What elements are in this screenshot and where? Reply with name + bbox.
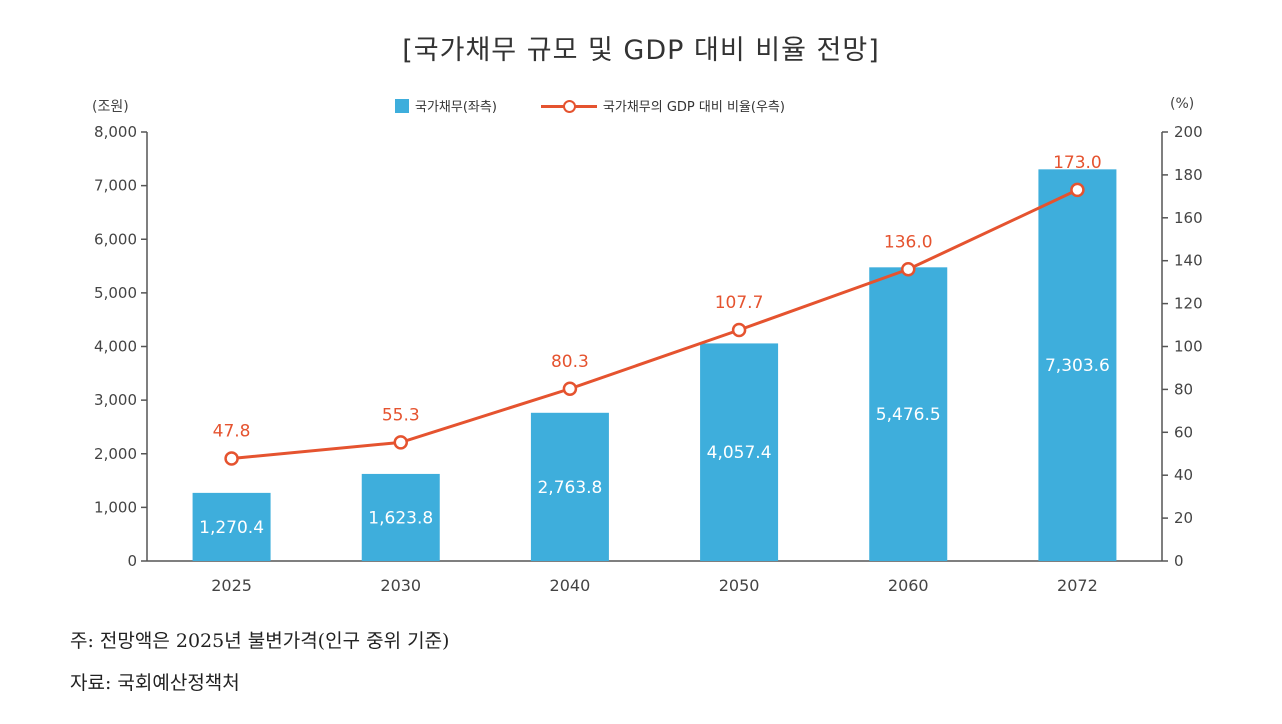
legend-bar-swatch — [395, 98, 409, 113]
legend-line-label: 국가채무의 GDP 대비 비율(우측) — [602, 100, 785, 115]
right-axis-tick-label: 60 — [1174, 423, 1193, 441]
bar — [192, 492, 271, 561]
bar-data-label: 1,270.4 — [199, 518, 264, 538]
ratio-point — [901, 262, 916, 277]
x-axis-tick-label: 2072 — [1057, 576, 1098, 595]
ratio-data-label: 80.3 — [551, 352, 589, 372]
x-axis-tick-label: 2060 — [888, 576, 929, 595]
left-axis-tick-label: 7,000 — [94, 177, 137, 195]
bar — [1038, 169, 1117, 561]
bar-data-label: 1,623.8 — [368, 508, 433, 528]
ratio-data-label: 173.0 — [1053, 153, 1102, 173]
right-axis-tick-label: 140 — [1174, 252, 1203, 270]
right-axis-tick-label: 80 — [1174, 380, 1193, 398]
left-axis-tick-label: 4,000 — [94, 338, 137, 356]
bar — [700, 343, 779, 561]
bar-data-label: 5,476.5 — [876, 405, 941, 425]
right-axis-tick-label: 160 — [1174, 209, 1203, 227]
left-axis-tick-label: 1,000 — [94, 498, 137, 516]
chart-note: 주: 전망액은 2025년 불변가격(인구 중위 기준) — [70, 630, 450, 652]
chart-title: [국가채무 규모 및 GDP 대비 비율 전망] — [402, 35, 880, 66]
ratio-point — [1070, 182, 1085, 198]
chart-legend: 국가채무(좌측) 국가채무의 GDP 대비 비율(우측) — [395, 96, 829, 115]
left-axis-tick-label: 8,000 — [94, 123, 137, 141]
ratio-data-label: 55.3 — [382, 405, 420, 425]
bar — [869, 267, 948, 561]
x-axis-tick-label: 2030 — [380, 576, 421, 595]
left-axis-tick-label: 6,000 — [94, 230, 137, 248]
ratio-point — [731, 322, 747, 338]
right-axis-tick-label: 20 — [1174, 509, 1193, 527]
ratio-data-label: 136.0 — [884, 232, 933, 252]
x-axis-tick-label: 2025 — [211, 576, 252, 595]
legend-bar-label: 국가채무(좌측) — [415, 100, 497, 115]
ratio-line — [231, 188, 1079, 460]
ratio-point — [562, 381, 578, 397]
right-axis-unit: (%) — [1170, 96, 1195, 112]
ratio-data-label: 107.7 — [715, 293, 764, 313]
bar-data-label: 4,057.4 — [707, 443, 772, 463]
ratio-point — [393, 435, 408, 450]
left-axis-unit: (조원) — [92, 99, 129, 115]
right-axis-tick-label: 120 — [1174, 295, 1203, 313]
bar-data-label: 7,303.6 — [1045, 356, 1110, 376]
x-axis-tick-label: 2040 — [550, 576, 591, 595]
legend-item-bar: 국가채무(좌측) — [395, 96, 497, 115]
right-axis-tick-label: 100 — [1174, 338, 1203, 356]
left-axis-tick-label: 0 — [127, 552, 137, 570]
right-axis-tick-label: 180 — [1174, 166, 1203, 184]
bar-data-label: 2,763.8 — [537, 478, 602, 498]
legend-item-line: 국가채무의 GDP 대비 비율(우측) — [540, 96, 785, 115]
left-axis-tick-label: 5,000 — [94, 284, 137, 302]
left-axis-tick-label: 2,000 — [94, 445, 137, 463]
ratio-point — [224, 451, 239, 466]
chart-source: 자료: 국회예산정책처 — [70, 672, 240, 694]
x-axis-tick-label: 2050 — [719, 576, 760, 595]
left-axis-tick-label: 3,000 — [94, 391, 137, 409]
right-axis-tick-label: 40 — [1174, 466, 1193, 484]
bar — [530, 412, 609, 561]
right-axis-tick-label: 200 — [1174, 123, 1203, 141]
bar — [361, 473, 440, 561]
right-axis-tick-label: 0 — [1174, 552, 1184, 570]
legend-line-swatch — [540, 98, 597, 114]
ratio-data-label: 47.8 — [213, 421, 251, 441]
